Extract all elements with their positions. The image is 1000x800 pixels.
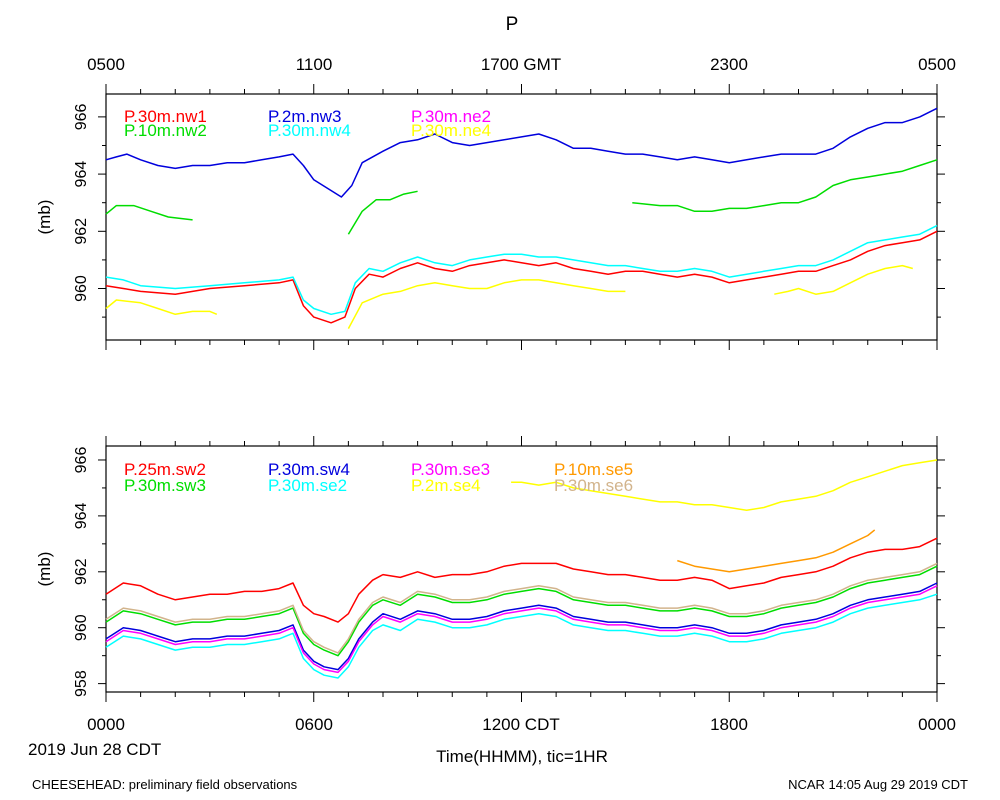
series-line-P-25m-sw2 xyxy=(105,537,938,623)
cdt-tick-label: 0600 xyxy=(295,715,333,734)
series-line-P-30m-nw1 xyxy=(105,230,938,324)
series-line-P-10m-nw2 xyxy=(105,159,938,235)
cdt-tick-label: 0000 xyxy=(918,715,956,734)
legend-entry: P.10m.se5 xyxy=(554,460,633,479)
y-tick-label: 964 xyxy=(73,161,90,188)
series-line-P-2m-nw3 xyxy=(105,107,938,198)
legend-entry: P.30m.nw1 xyxy=(124,107,207,126)
cdt-tick-label: 1200 CDT xyxy=(482,715,559,734)
legend-entry: P.30m.se6 xyxy=(554,476,633,495)
series-line-P-30m-nw4 xyxy=(105,224,938,316)
legend-entry: P.30m.sw4 xyxy=(268,460,350,479)
credit-note: NCAR 14:05 Aug 29 2019 CDT xyxy=(788,777,968,792)
bottom-y-axis-label: (mb) xyxy=(35,552,54,587)
date-label: 2019 Jun 28 CDT xyxy=(28,740,161,759)
legend-entry: P.30m.ne2 xyxy=(411,107,491,126)
y-tick-label: 962 xyxy=(73,558,90,585)
series-line-P-30m-sw4 xyxy=(105,582,938,671)
y-tick-label: 960 xyxy=(73,614,90,641)
project-note: CHEESEHEAD: preliminary field observatio… xyxy=(32,777,298,792)
legend-entry: P.2m.nw3 xyxy=(268,107,341,126)
series-line-P-10m-se5 xyxy=(677,529,876,573)
legend-entry: P.25m.sw2 xyxy=(124,460,206,479)
y-tick-label: 966 xyxy=(73,447,90,474)
gmt-tick-label: 0500 xyxy=(918,55,956,74)
cdt-tick-label: 0000 xyxy=(87,715,125,734)
top-panel-frame xyxy=(105,93,938,341)
y-tick-label: 964 xyxy=(73,502,90,529)
legend-entry: P.2m.se4 xyxy=(411,476,481,495)
gmt-tick-label: 1700 GMT xyxy=(481,55,561,74)
legend-entry: P.30m.nw4 xyxy=(268,121,351,140)
y-tick-label: 966 xyxy=(73,103,90,130)
legend-entry: P.30m.se3 xyxy=(411,460,490,479)
chart-title: P xyxy=(506,14,519,35)
legend-entry: P.30m.se2 xyxy=(268,476,347,495)
cdt-tick-label: 1800 xyxy=(710,715,748,734)
series-line-P-30m-sw3 xyxy=(105,565,938,657)
series-line-P-30m-se3 xyxy=(105,585,938,674)
legend-entry: P.10m.nw2 xyxy=(124,121,207,140)
legend-entry: P.30m.sw3 xyxy=(124,476,206,495)
y-tick-label: 960 xyxy=(73,275,90,302)
gmt-tick-label: 2300 xyxy=(710,55,748,74)
y-tick-label: 958 xyxy=(73,670,90,697)
series-line-P-30m-se2 xyxy=(105,593,938,679)
top-y-axis-label: (mb) xyxy=(35,200,54,235)
gmt-tick-label: 0500 xyxy=(87,55,125,74)
y-tick-label: 962 xyxy=(73,218,90,245)
x-axis-label: Time(HHMM), tic=1HR xyxy=(436,747,608,766)
series-line-P-30m-ne4 xyxy=(105,264,914,329)
gmt-tick-label: 1100 xyxy=(296,55,333,74)
series-line-P-30m-se6 xyxy=(105,562,938,654)
series-line-P-2m-se4 xyxy=(511,459,938,512)
legend-entry: P.30m.ne4 xyxy=(411,121,491,140)
